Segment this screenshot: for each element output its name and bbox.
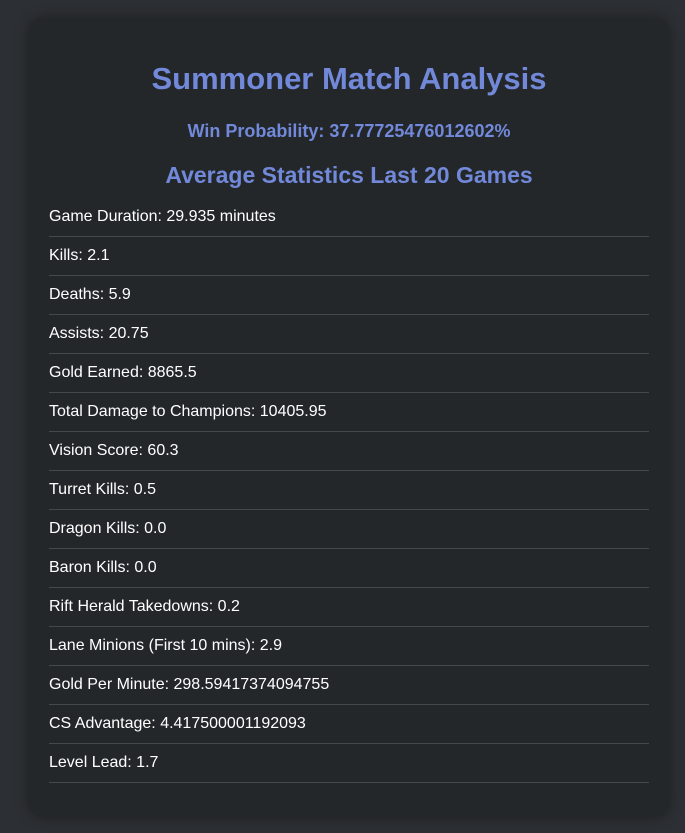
- stat-rift-herald-takedowns: Rift Herald Takedowns: 0.2: [49, 588, 649, 627]
- stat-vision-score: Vision Score: 60.3: [49, 432, 649, 471]
- stat-assists: Assists: 20.75: [49, 315, 649, 354]
- stat-cs-advantage: CS Advantage: 4.417500001192093: [49, 705, 649, 744]
- win-probability: Win Probability: 37.77725476012602%: [187, 121, 511, 141]
- stat-damage-to-champions: Total Damage to Champions: 10405.95: [49, 393, 649, 432]
- stat-lane-minions: Lane Minions (First 10 mins): 2.9: [49, 627, 649, 666]
- stat-turret-kills: Turret Kills: 0.5: [49, 471, 649, 510]
- stat-gold-per-minute: Gold Per Minute: 298.59417374094755: [49, 666, 649, 705]
- stat-kills: Kills: 2.1: [49, 237, 649, 276]
- analysis-card: Summoner Match Analysis Win Probability:…: [29, 18, 669, 817]
- section-heading: Average Statistics Last 20 Games: [165, 162, 533, 188]
- stat-baron-kills: Baron Kills: 0.0: [49, 549, 649, 588]
- stat-level-lead: Level Lead: 1.7: [49, 744, 649, 783]
- stat-gold-earned: Gold Earned: 8865.5: [49, 354, 649, 393]
- page-title: Summoner Match Analysis: [151, 61, 547, 96]
- stats-list: Game Duration: 29.935 minutes Kills: 2.1…: [49, 198, 649, 783]
- stat-deaths: Deaths: 5.9: [49, 276, 649, 315]
- stat-dragon-kills: Dragon Kills: 0.0: [49, 510, 649, 549]
- stat-game-duration: Game Duration: 29.935 minutes: [49, 198, 649, 237]
